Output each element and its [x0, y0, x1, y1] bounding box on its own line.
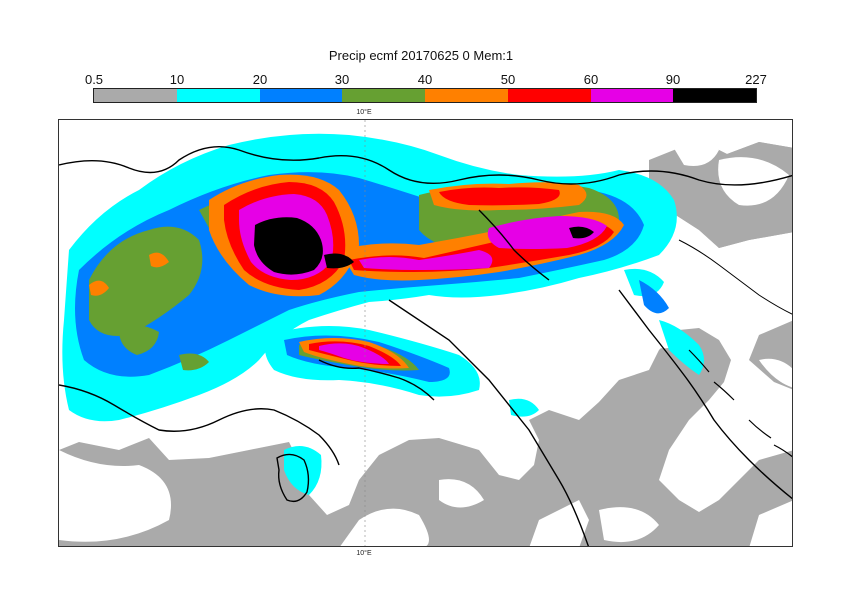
longitude-label-top: 10°E — [356, 109, 372, 116]
legend-tick: 10 — [169, 72, 185, 87]
precip-layer-0.5 — [59, 120, 792, 546]
legend-tick: 50 — [500, 72, 516, 87]
legend-bin — [590, 89, 674, 102]
legend-tick: 227 — [745, 72, 767, 87]
legend-bin — [673, 89, 756, 102]
precipitation-map — [58, 119, 793, 547]
precip-layer-90 — [254, 217, 594, 275]
legend-bin — [342, 89, 425, 102]
legend-tick: 60 — [583, 72, 599, 87]
legend-tick: 0.5 — [84, 72, 104, 87]
legend-bin — [507, 89, 591, 102]
legend-tick: 40 — [417, 72, 433, 87]
adriatic-islands — [688, 349, 792, 458]
legend-tick-labels: 0.5 10 20 30 40 50 60 90 227 — [0, 72, 842, 88]
legend-tick: 30 — [334, 72, 350, 87]
geographic-boundaries — [59, 145, 792, 546]
legend-bin — [94, 89, 177, 102]
color-legend-bar — [93, 88, 757, 103]
legend-bin — [259, 89, 343, 102]
corsica-outline — [276, 453, 310, 503]
legend-bin — [176, 89, 260, 102]
legend-tick: 20 — [252, 72, 268, 87]
chart-title: Precip ecmf 20170625 0 Mem:1 — [328, 48, 514, 63]
longitude-label-bottom: 10°E — [356, 550, 372, 557]
legend-tick: 90 — [665, 72, 681, 87]
legend-bin — [425, 89, 508, 102]
